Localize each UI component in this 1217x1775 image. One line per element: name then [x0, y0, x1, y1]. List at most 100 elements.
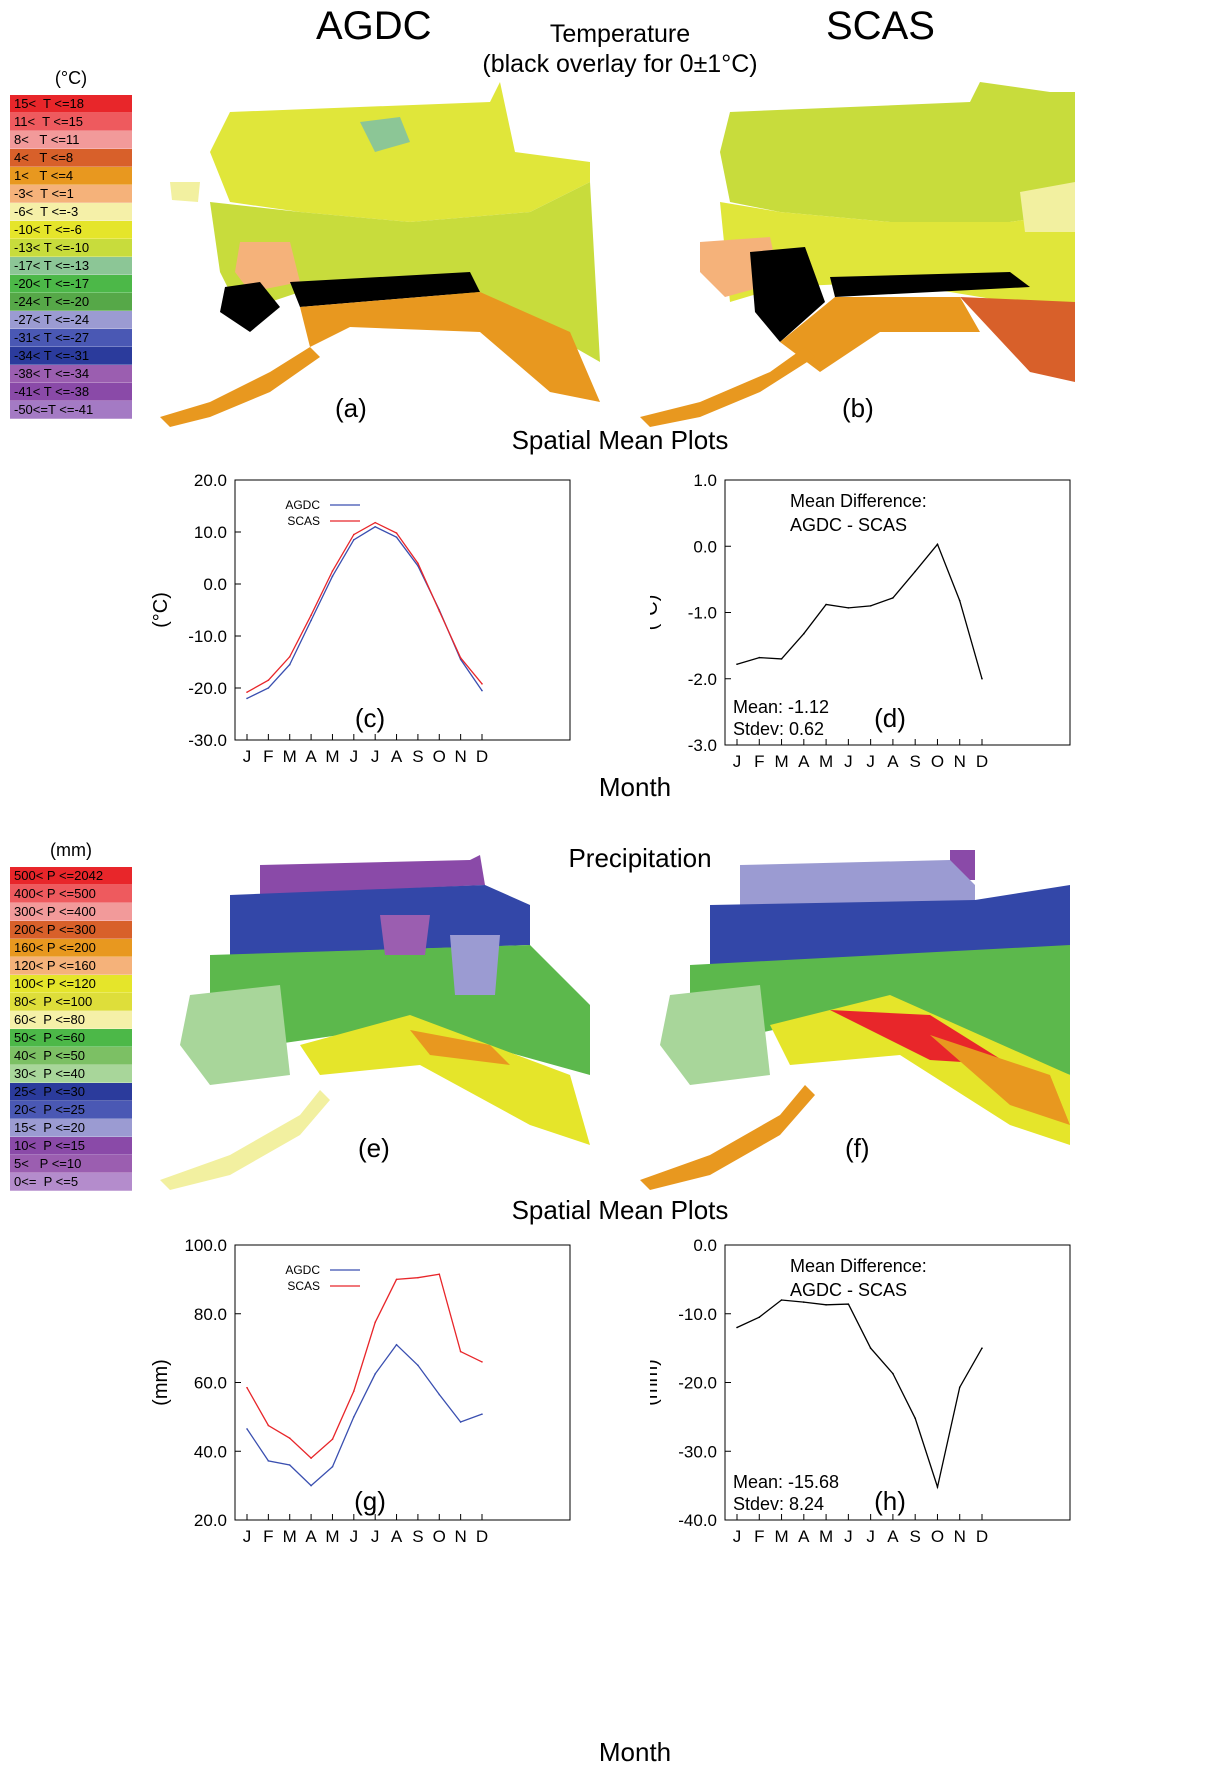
map-f-orange-coast	[930, 1035, 1070, 1125]
series-line-difference	[736, 1299, 983, 1490]
legend-entry: 1< T <=4	[10, 167, 132, 185]
x-tick-label: M	[283, 1527, 297, 1546]
data-point	[736, 1326, 738, 1329]
data-point	[438, 610, 441, 612]
y-tick-label: -30.0	[678, 1442, 717, 1461]
legend-entry: 0<= P <=5	[10, 1173, 132, 1191]
data-point	[481, 683, 483, 685]
panel-label-g: (g)	[354, 1486, 386, 1516]
data-point	[288, 1437, 291, 1439]
x-tick-label: D	[976, 1527, 988, 1546]
data-point	[267, 1460, 270, 1462]
data-point	[267, 1424, 270, 1427]
stats-text: Mean: -1.12	[733, 697, 829, 717]
legend-entry: 5< P <=10	[10, 1155, 132, 1173]
data-point	[331, 1465, 334, 1468]
title-agdc: AGDC	[316, 4, 432, 48]
map-f-lavender-north	[740, 860, 975, 905]
map-e-lightgreen-west	[180, 985, 290, 1085]
data-point	[780, 1299, 783, 1301]
map-b-land-north	[720, 82, 1075, 222]
y-tick-label: 0.0	[693, 537, 717, 556]
data-point	[825, 603, 827, 606]
map-b-orange-coast	[780, 297, 980, 372]
x-tick-label: O	[433, 747, 446, 766]
data-point	[331, 1438, 334, 1441]
chart-c-temperature-mean: 20.010.00.0-10.0-20.0-30.0J F M A M J J A S O N D(°…	[150, 471, 571, 766]
y-tick-label: 60.0	[194, 1374, 227, 1393]
legend-entry: 50< P <=60	[10, 1029, 132, 1047]
x-tick-label: N	[954, 1527, 966, 1546]
legend-entry: -31< T <=-27	[10, 329, 132, 347]
y-tick-label: 20.0	[194, 471, 227, 490]
map-b-black-coast	[830, 272, 1030, 297]
x-tick-label: A	[798, 752, 810, 771]
legend-entry: -34< T <=-31	[10, 347, 132, 365]
x-tick-label: J	[733, 1527, 742, 1546]
y-tick-label: 10.0	[194, 523, 227, 542]
data-point	[353, 1390, 355, 1392]
data-point	[246, 1386, 248, 1389]
series-line-agdc	[246, 526, 483, 699]
data-point	[459, 1421, 462, 1423]
x-tick-label: S	[412, 1527, 423, 1546]
panel-label-d: (d)	[874, 703, 906, 733]
data-point	[847, 607, 850, 609]
x-tick-label: S	[910, 752, 921, 771]
data-point	[459, 657, 462, 659]
y-axis-label: (°C)	[650, 595, 662, 631]
panel-label-h: (h)	[874, 1486, 906, 1516]
data-point	[395, 1278, 398, 1281]
map-e-yellow-coast	[300, 1015, 590, 1145]
x-tick-label: F	[263, 747, 273, 766]
legend-entry: -6< T <=-3	[10, 203, 132, 221]
map-f-precipitation-scas	[640, 850, 1070, 1190]
map-a-black-coast	[290, 272, 480, 307]
x-tick-label: M	[819, 752, 833, 771]
legend-entry: 500< P <=2042	[10, 867, 132, 885]
x-tick-label: J	[371, 747, 380, 766]
stats-text: Stdev: 8.24	[733, 1494, 824, 1514]
legend-entry: 25< P <=30	[10, 1083, 132, 1101]
legend-entry: 40< P <=50	[10, 1047, 132, 1065]
y-tick-label: -20.0	[678, 1374, 717, 1393]
map-e-purple-interior	[380, 915, 430, 955]
x-tick-label: J	[866, 1527, 875, 1546]
spatial-mean-title-2: Spatial Mean Plots	[511, 1195, 729, 1225]
data-point	[803, 1301, 805, 1303]
x-tick-label: J	[733, 752, 742, 771]
data-point	[374, 1373, 376, 1375]
x-tick-label: M	[283, 747, 297, 766]
data-point	[267, 687, 270, 689]
stats-text: Mean: -15.68	[733, 1472, 839, 1492]
title-scas: SCAS	[826, 4, 935, 48]
legend-entry: -3< T <=1	[10, 185, 132, 203]
x-tick-label: O	[433, 1527, 446, 1546]
spatial-mean-title-1: Spatial Mean Plots	[511, 425, 729, 455]
legend-entry: 4< T <=8	[10, 149, 132, 167]
data-point	[310, 619, 312, 622]
map-a-salmon-southwest	[235, 242, 300, 292]
legend-entry: -38< T <=-34	[10, 365, 132, 383]
data-point	[353, 533, 355, 536]
legend-entry: 15< P <=20	[10, 1119, 132, 1137]
y-tick-label: -20.0	[188, 679, 227, 698]
legend-entry: -27< T <=-24	[10, 311, 132, 329]
legend-entry: 10< P <=15	[10, 1137, 132, 1155]
x-tick-label: N	[454, 747, 466, 766]
x-tick-label: F	[754, 1527, 764, 1546]
x-tick-label: A	[887, 752, 899, 771]
map-e-orange-coast	[410, 1030, 510, 1065]
y-axis-label: (°C)	[150, 592, 172, 628]
map-a-land-north	[210, 82, 590, 222]
data-point	[459, 1350, 462, 1353]
legend-entry: -24< T <=-20	[10, 293, 132, 311]
month-label-2: Month	[598, 1737, 672, 1767]
annotation-text: Mean Difference:	[790, 491, 927, 511]
y-tick-label: 100.0	[184, 1236, 227, 1255]
y-tick-label: -3.0	[688, 736, 717, 755]
data-point	[981, 677, 983, 680]
stats-text: Stdev: 0.62	[733, 719, 824, 739]
x-tick-label: O	[931, 752, 944, 771]
map-a-aleutian-chain	[160, 347, 320, 427]
